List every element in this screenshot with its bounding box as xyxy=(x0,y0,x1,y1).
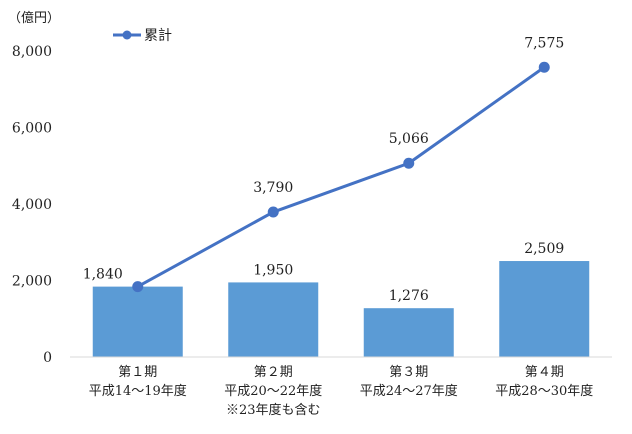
x-tick-label: ※23年度も含む xyxy=(226,402,321,418)
x-tick-label: 平成28～30年度 xyxy=(495,383,593,399)
line-data-label: 5,066 xyxy=(389,131,429,147)
bar-data-label: 1,276 xyxy=(389,288,429,304)
line-point xyxy=(132,281,144,293)
legend: 累計 xyxy=(113,28,172,44)
bar-series: 1,840 1,950 1,276 2,509 xyxy=(83,241,590,357)
x-tick-label: 平成14～19年度 xyxy=(89,383,187,399)
y-tick-label: 0 xyxy=(43,350,52,366)
line-point xyxy=(267,206,279,218)
y-tick-label: 4,000 xyxy=(12,197,52,213)
bar xyxy=(499,261,590,357)
bar xyxy=(363,308,454,357)
line-data-label: 7,575 xyxy=(524,35,564,51)
bar xyxy=(228,282,319,357)
bar-data-label: 1,840 xyxy=(83,267,123,283)
legend-label: 累計 xyxy=(144,28,172,44)
x-tick-label: 平成20～22年度 xyxy=(224,383,322,399)
x-tick-label: 第１期 xyxy=(118,365,157,380)
bar-data-label: 1,950 xyxy=(253,262,293,278)
x-tick-label: 平成24～27年度 xyxy=(360,383,458,399)
x-tick-label: 第３期 xyxy=(389,365,428,380)
line-data-label: 3,790 xyxy=(253,180,293,196)
y-tick-label: 8,000 xyxy=(12,44,52,60)
y-axis-unit-label: （億円） xyxy=(8,10,60,26)
bar xyxy=(92,286,183,357)
line-point xyxy=(538,61,550,73)
cumulative-line-series: 3,790 5,066 7,575 xyxy=(132,35,564,293)
line-point xyxy=(403,157,415,169)
y-tick-label: 2,000 xyxy=(12,274,52,290)
x-tick-label: 第４期 xyxy=(525,365,564,380)
bar-data-label: 2,509 xyxy=(524,241,564,257)
legend-marker xyxy=(122,30,132,40)
y-axis: 0 2,000 4,000 6,000 8,000 xyxy=(12,44,52,366)
x-tick-label: 第２期 xyxy=(254,365,293,380)
y-tick-label: 6,000 xyxy=(12,121,52,137)
cumulative-line xyxy=(137,66,546,288)
